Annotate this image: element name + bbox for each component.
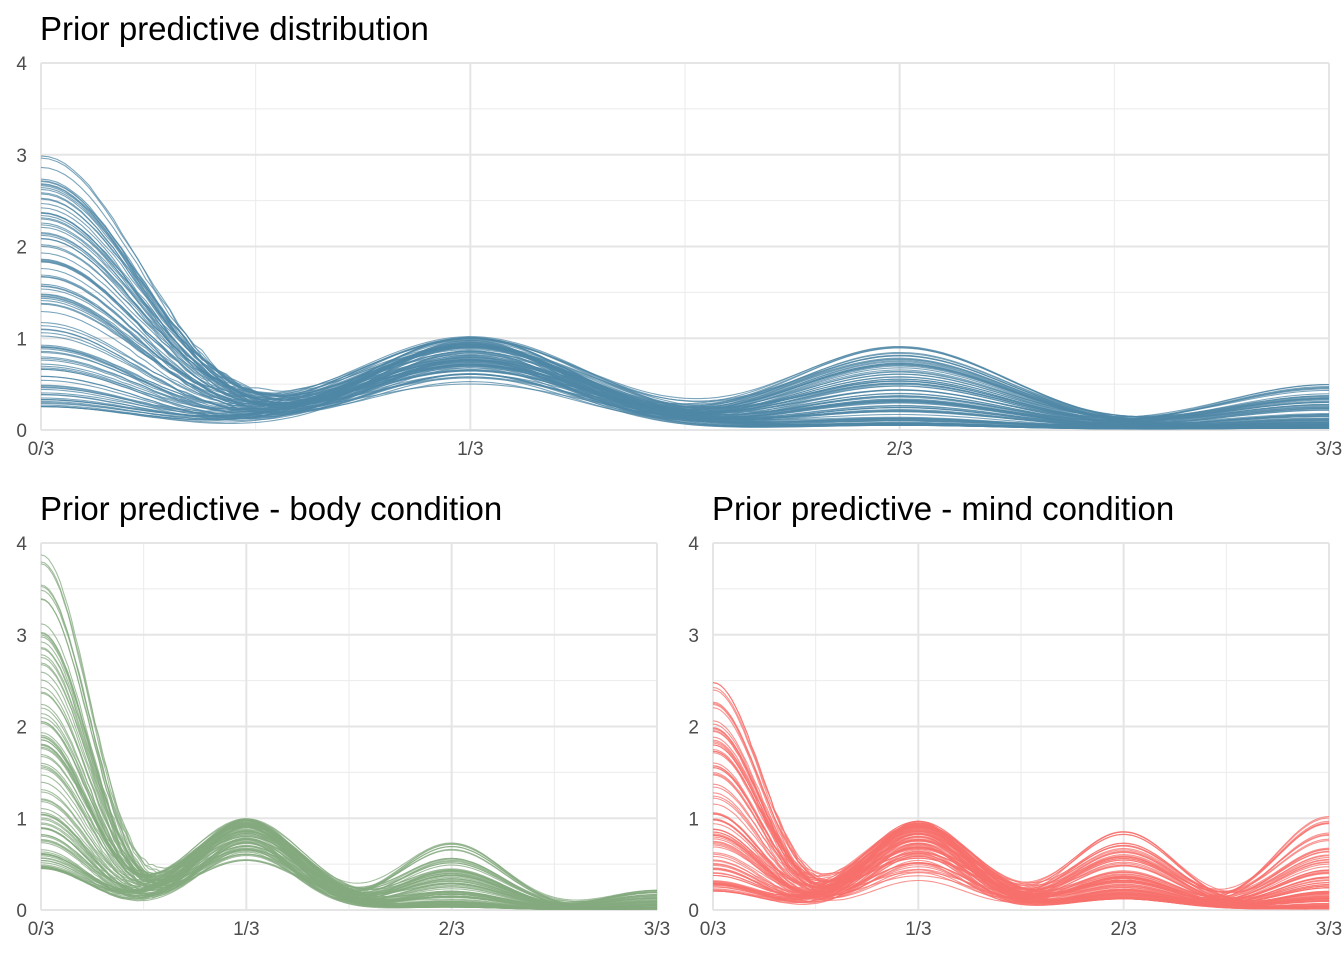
draw-line [712, 831, 1329, 910]
y-tick-label: 4 [16, 534, 27, 555]
draw-line [40, 836, 657, 910]
x-tick-label: 0/3 [28, 439, 54, 460]
draw-line [712, 831, 1330, 894]
y-tick-label: 2 [16, 718, 27, 739]
draw-line [712, 844, 1330, 905]
y-tick-label: 3 [16, 626, 27, 647]
draw-line [40, 814, 657, 910]
x-tick-label: 2/3 [438, 919, 464, 940]
draw-line [40, 598, 657, 909]
x-tick-label: 1/3 [457, 439, 483, 460]
x-tick-label: 1/3 [233, 919, 259, 940]
panel-overall: 0 1 2 3 4 0/3 1/3 2/3 3/3 [16, 54, 1342, 460]
series-body [40, 554, 658, 911]
y-tick-label: 1 [688, 809, 699, 830]
y-tick-label: 0 [16, 901, 27, 922]
y-tick-label: 3 [16, 146, 27, 167]
panel-body: 0 1 2 3 4 0/3 1/3 2/3 3/3 [16, 534, 670, 940]
draw-line [40, 321, 1329, 428]
draw-line [40, 212, 1330, 423]
panel-mind: 0 1 2 3 4 0/3 1/3 2/3 3/3 [688, 534, 1342, 940]
y-tick-label: 1 [16, 329, 27, 350]
draw-line [40, 762, 657, 908]
draw-line [713, 825, 1330, 910]
x-tick-label: 2/3 [886, 439, 912, 460]
x-tick-label: 3/3 [644, 919, 670, 940]
chart-title-mind: Prior predictive - mind condition [712, 490, 1175, 527]
draw-line [40, 344, 1329, 428]
x-tick-label: 0/3 [700, 919, 726, 940]
x-tick-label: 2/3 [1110, 919, 1136, 940]
x-tick-label: 0/3 [28, 919, 54, 940]
y-tick-label: 2 [688, 718, 699, 739]
y-tick-label: 2 [16, 238, 27, 259]
y-tick-label: 3 [688, 626, 699, 647]
draw-line [712, 682, 1329, 905]
draw-line [40, 296, 1329, 430]
draw-line [712, 750, 1329, 903]
chart-title-overall: Prior predictive distribution [40, 10, 429, 47]
draw-line [40, 722, 657, 909]
y-tick-label: 4 [688, 534, 699, 555]
series-mind [712, 682, 1330, 910]
y-tick-label: 4 [16, 54, 27, 75]
y-tick-label: 0 [16, 421, 27, 442]
draw-line [712, 750, 1330, 894]
y-tick-label: 1 [16, 809, 27, 830]
draw-line [40, 157, 1330, 423]
y-tick-label: 0 [688, 901, 699, 922]
x-tick-label: 3/3 [1316, 919, 1342, 940]
series-overall [40, 155, 1330, 430]
draw-line [40, 766, 657, 910]
x-tick-label: 1/3 [905, 919, 931, 940]
draw-line [40, 328, 1329, 428]
draw-line [713, 826, 1330, 899]
chart-title-body: Prior predictive - body condition [40, 490, 503, 527]
x-tick-label: 3/3 [1316, 439, 1342, 460]
